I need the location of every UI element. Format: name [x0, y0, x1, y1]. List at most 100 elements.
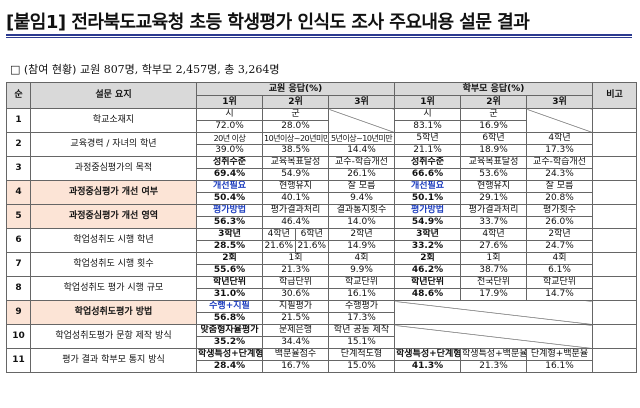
parent-answer: 평가횟수 [526, 204, 594, 217]
teacher-percent: 26.1% [327, 168, 396, 181]
question-text: 과정중심평가 개선 여부 [30, 180, 197, 205]
parent-answer: 4학년 [526, 132, 594, 145]
table-row: 7 학업성취도 시행 횟수 2회 1회 4회 2회 1회 4회 [6, 252, 638, 277]
parent-percent: 17.3% [526, 144, 594, 157]
teacher-percent: 31.0% [196, 288, 263, 301]
teacher-percent: 15.1% [327, 336, 396, 349]
teacher-answer: 개선필요 [196, 180, 263, 193]
table-row-pct: 31.0% 30.6% 16.1% 48.6% 17.9% 14.7% [7, 288, 637, 301]
parent-percent: 21.3% [460, 360, 528, 373]
table-row-pct: 35.2% 34.4% 15.1% [7, 336, 637, 349]
row-number: 8 [6, 276, 31, 301]
teacher-answer-split: 4학년 [264, 229, 296, 240]
table-row: 8 학업성취도 평가 시행 규모 학년단위 학급단위 학교단위 학년단위 전국단위 학교단위 [6, 276, 638, 301]
title-underline-thin [6, 37, 632, 38]
parent-answer: 학생특성+백분율 [460, 348, 528, 361]
parent-answer: 시 [394, 108, 462, 121]
note-cell [592, 108, 638, 133]
teacher-percent: 54.9% [262, 168, 329, 181]
parent-percent: 33.2% [394, 240, 462, 253]
row-number: 2 [6, 132, 31, 157]
teacher-percent: 28.0% [262, 120, 329, 133]
parent-percent: 29.1% [460, 192, 528, 205]
teacher-answer: 문제은행 [262, 324, 329, 337]
parent-percent: 27.6% [460, 240, 528, 253]
parent-answer: 성취수준 [394, 156, 462, 169]
teacher-answer: 맞춤형자율평가 [196, 324, 263, 337]
header-row-1: 순 설문 요지 교원 응답(%) 학부모 응답(%) 비고 [6, 82, 638, 109]
parent-answer: 전국단위 [460, 276, 528, 289]
header-teacher: 교원 응답(%) [195, 82, 396, 96]
table-row-pct: 56.3% 46.4% 14.0% 54.9% 33.7% 26.0% [7, 216, 637, 229]
empty-cell [327, 108, 396, 133]
teacher-answer-split: 6학년 [300, 229, 323, 240]
teacher-percent: 38.5% [262, 144, 329, 157]
parent-percent: 21.1% [394, 144, 462, 157]
header-teacher-rank3: 3위 [327, 95, 396, 109]
teacher-percent: 39.0% [196, 144, 263, 157]
table-row: 4 과정중심평가 개선 여부 개선필요 현행유지 잘 모름 개선필요 현행유지 잘 모름 [6, 180, 638, 205]
table-body: 1 학교소재지 시 군 시 군 72.0% 28.0% 83.1% 16.9% 2 교육경력 / 자녀… [6, 108, 638, 373]
question-text: 교육경력 / 자녀의 학년 [30, 132, 197, 157]
teacher-answer: 4학년 6학년 [262, 228, 329, 241]
parent-answer: 4회 [526, 252, 594, 265]
parent-percent: 24.3% [526, 168, 594, 181]
question-text: 학업성취도 시행 학년 [30, 228, 197, 253]
parent-percent: 20.8% [526, 192, 594, 205]
teacher-answer: 평가방법 [196, 204, 263, 217]
table-row: 9 학업성취도평가 방법 수행+지필 지필평가 수행평가 [6, 300, 638, 325]
teacher-answer: 4회 [327, 252, 396, 265]
parent-answer: 평가방법 [394, 204, 462, 217]
parent-percent: 50.1% [394, 192, 462, 205]
teacher-percent: 56.8% [196, 312, 263, 325]
teacher-percent: 9.4% [327, 192, 396, 205]
parent-percent: 16.9% [460, 120, 528, 133]
teacher-percent-split: 21.6% [297, 241, 327, 252]
row-number: 6 [6, 228, 31, 253]
teacher-answer: 성취수준 [196, 156, 263, 169]
question-text: 평가 결과 학부모 통지 방식 [30, 348, 197, 373]
question-text: 학업성취도평가 문항 제작 방식 [30, 324, 197, 349]
participation-summary: □ (참여 현황) 교원 807명, 학부모 2,457명, 총 3,264명 [10, 61, 280, 77]
parent-percent: 33.7% [460, 216, 528, 229]
note-cell [592, 132, 638, 157]
teacher-answer: 현행유지 [262, 180, 329, 193]
teacher-percent: 14.0% [327, 216, 396, 229]
note-cell [592, 324, 638, 349]
note-cell [592, 204, 638, 229]
header-parent: 학부모 응답(%) [394, 82, 594, 96]
parent-percent: 17.9% [460, 288, 528, 301]
empty-cell [394, 300, 594, 325]
summary-text: 교원 807명, 학부모 2,457명, 총 3,264명 [79, 63, 280, 76]
table-row-pct: 28.4% 16.7% 15.0% 41.3% 21.3% 16.1% [7, 360, 637, 373]
parent-answer: 교육목표달성 [460, 156, 528, 169]
teacher-percent: 15.0% [327, 360, 396, 373]
row-number: 9 [6, 300, 31, 325]
row-number: 1 [6, 108, 31, 133]
parent-answer: 3학년 [394, 228, 462, 241]
note-cell [592, 228, 638, 253]
teacher-answer: 백분율점수 [262, 348, 329, 361]
teacher-answer: 잘 모름 [327, 180, 396, 193]
teacher-percent: 9.9% [327, 264, 396, 277]
parent-percent: 24.7% [526, 240, 594, 253]
question-text: 과정중심평가의 목적 [30, 156, 197, 181]
teacher-answer: 학년단위 [196, 276, 263, 289]
title-underline [6, 34, 632, 36]
parent-answer: 5학년 [394, 132, 462, 145]
table-row: 1 학교소재지 시 군 시 군 [6, 108, 638, 133]
teacher-percent: 21.6% 21.6% [262, 240, 329, 253]
parent-answer: 단계형+백분율 [526, 348, 594, 361]
teacher-answer: 학년 공동 제작 [327, 324, 396, 337]
header-teacher-rank2: 2위 [262, 95, 329, 109]
note-cell [592, 252, 638, 277]
teacher-answer: 5년이상~10년미만 [327, 132, 396, 145]
teacher-answer: 20년 이상 [196, 132, 263, 145]
parent-percent: 41.3% [394, 360, 462, 373]
teacher-answer: 2학년 [327, 228, 396, 241]
parent-percent: 6.1% [526, 264, 594, 277]
parent-percent: 26.0% [526, 216, 594, 229]
teacher-answer: 단계척도형 [327, 348, 396, 361]
question-text: 학교소재지 [30, 108, 197, 133]
teacher-percent: 28.4% [196, 360, 263, 373]
